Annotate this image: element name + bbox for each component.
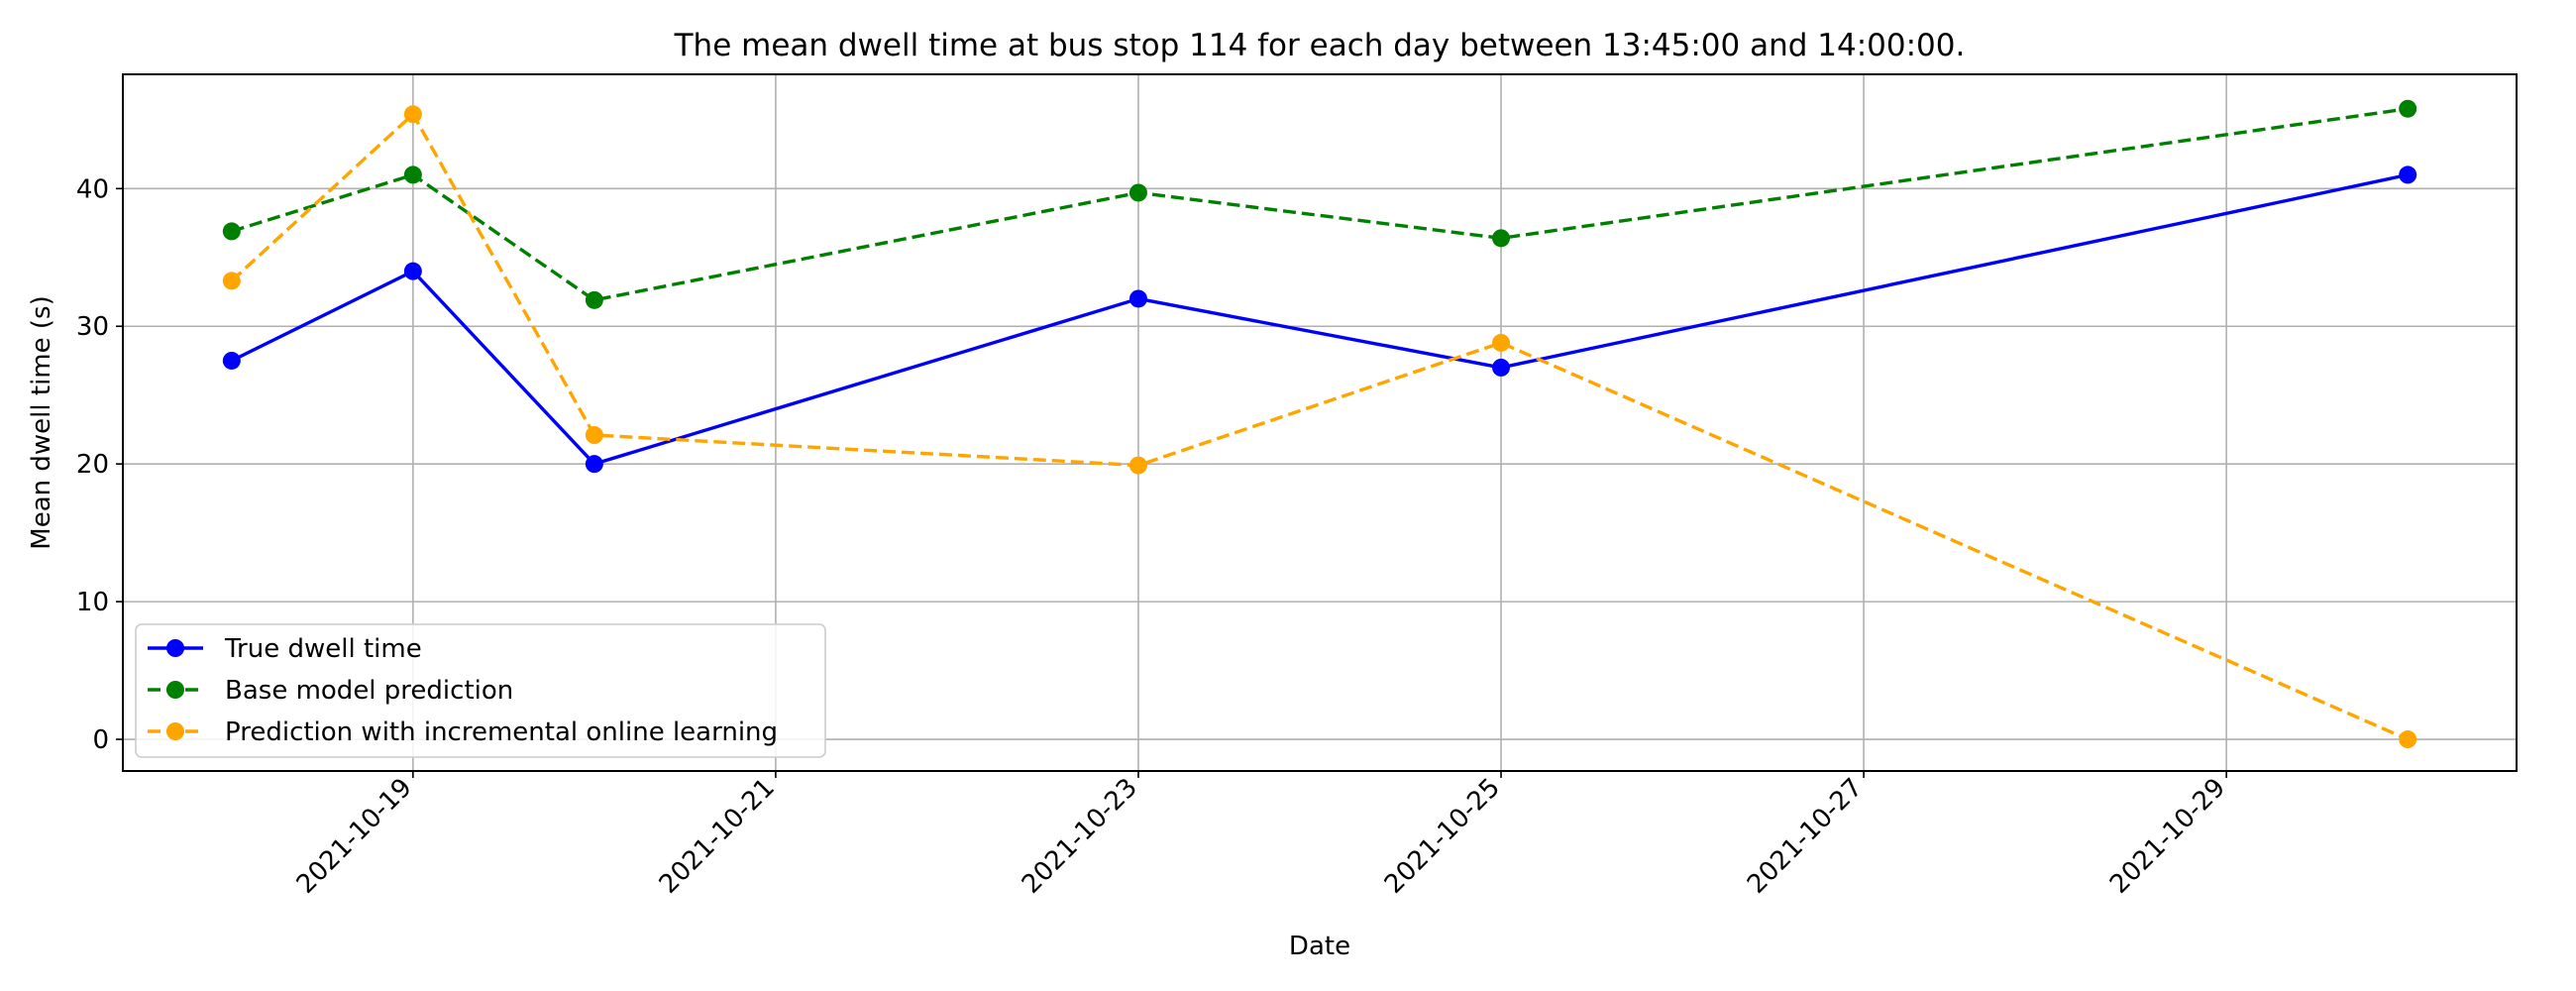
series-1 xyxy=(222,165,2417,474)
series-group xyxy=(222,99,2417,749)
legend-label: Prediction with incremental online learn… xyxy=(225,717,778,747)
data-point xyxy=(1492,333,1511,352)
data-point xyxy=(222,272,241,290)
legend: True dwell time Base model prediction Pred… xyxy=(135,623,826,758)
x-tick-label: 2021-10-23 xyxy=(1017,773,1143,900)
data-point xyxy=(1128,289,1147,308)
y-tick-label: 40 xyxy=(76,174,109,204)
series-line xyxy=(230,112,2409,741)
legend-marker-swatch xyxy=(166,722,184,740)
plot-frame xyxy=(122,73,2518,772)
x-tick-label: 2021-10-25 xyxy=(1379,773,1506,900)
legend-item: Prediction with incremental online learn… xyxy=(148,717,778,747)
y-tick-label: 30 xyxy=(76,312,109,342)
legend-label: Base model prediction xyxy=(225,676,513,706)
series-line xyxy=(231,172,2409,466)
data-point xyxy=(403,262,422,280)
data-point xyxy=(1492,358,1511,377)
legend-marker-swatch xyxy=(166,681,184,699)
series-3 xyxy=(222,105,2417,749)
legend-box xyxy=(135,623,826,758)
y-axis-label: Mean dwell time (s) xyxy=(27,295,56,549)
x-tick-label: 2021-10-21 xyxy=(654,773,781,900)
chart-title: The mean dwell time at bus stop 114 for … xyxy=(674,28,1966,63)
data-point xyxy=(585,455,603,474)
series-line xyxy=(231,107,2409,302)
data-point xyxy=(585,290,603,309)
data-point xyxy=(2399,165,2417,184)
x-tick-label: 2021-10-27 xyxy=(1742,773,1869,900)
x-tick-label: 2021-10-29 xyxy=(2104,773,2231,900)
legend-label: True dwell time xyxy=(224,634,422,664)
legend-marker-swatch xyxy=(166,639,184,657)
data-point xyxy=(222,222,241,241)
axis-ticks: 2021-10-19 2021-10-21 2021-10-23 2021-10-25… xyxy=(76,174,2231,899)
data-point xyxy=(2399,99,2417,118)
data-point xyxy=(403,165,422,184)
x-axis-label: Date xyxy=(1289,932,1350,961)
data-point xyxy=(2399,730,2417,749)
data-point xyxy=(585,426,603,445)
data-point xyxy=(1492,229,1511,248)
y-tick-label: 10 xyxy=(76,588,109,617)
data-point xyxy=(1128,183,1147,202)
legend-item: Base model prediction xyxy=(148,676,513,706)
y-tick-label: 0 xyxy=(92,725,109,755)
data-point xyxy=(403,105,422,124)
y-tick-label: 20 xyxy=(76,450,109,480)
legend-item: True dwell time xyxy=(148,634,422,664)
x-tick-label: 2021-10-19 xyxy=(291,773,418,900)
data-point xyxy=(222,351,241,370)
data-point xyxy=(1128,456,1147,475)
series-2 xyxy=(222,99,2417,309)
